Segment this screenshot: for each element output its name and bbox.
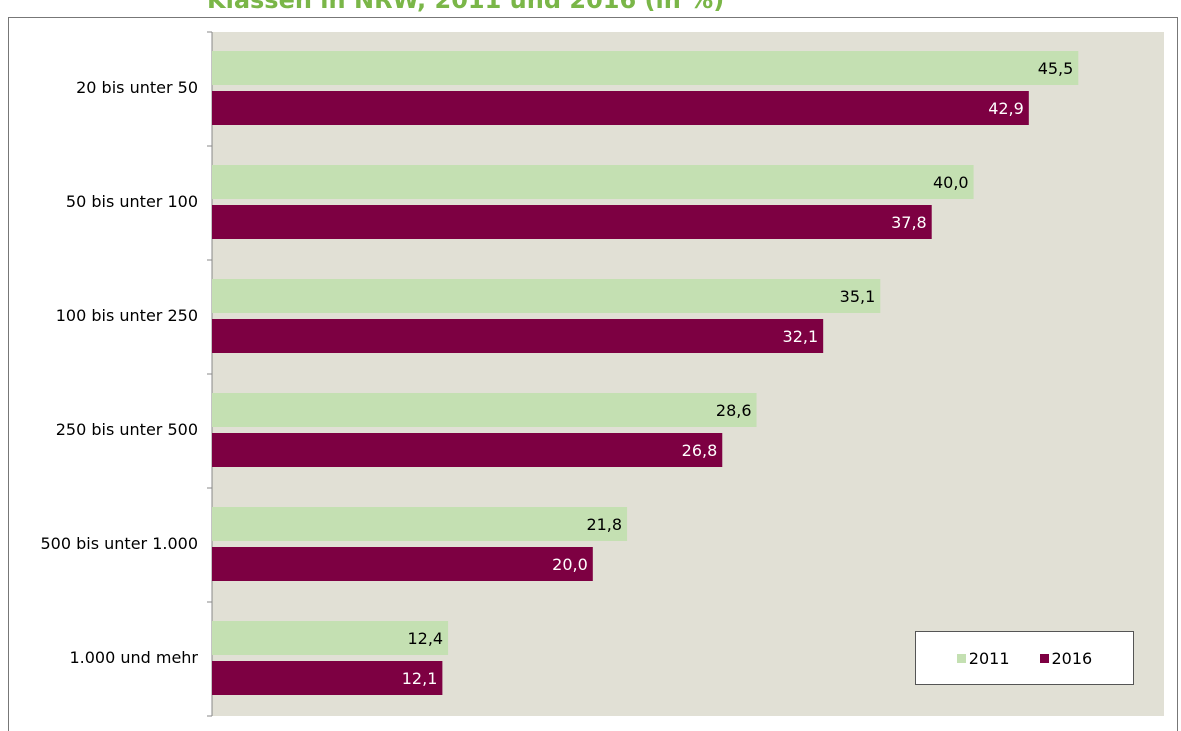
bar-2016 bbox=[212, 205, 932, 239]
category-label: 100 bis unter 250 bbox=[56, 306, 198, 325]
bar-2011 bbox=[212, 507, 628, 541]
data-label-2016: 37,8 bbox=[891, 213, 927, 232]
data-label-2011: 28,6 bbox=[716, 401, 752, 420]
bar-2016 bbox=[212, 91, 1029, 125]
data-label-2011: 40,0 bbox=[933, 173, 969, 192]
data-label-2011: 12,4 bbox=[407, 629, 443, 648]
data-label-2016: 32,1 bbox=[783, 327, 819, 346]
bar-2011 bbox=[212, 165, 974, 199]
data-label-2011: 45,5 bbox=[1038, 59, 1074, 78]
legend-label-2016: 2016 bbox=[1051, 648, 1093, 668]
category-label: 20 bis unter 50 bbox=[76, 78, 198, 97]
data-label-2011: 21,8 bbox=[586, 515, 622, 534]
data-label-2011: 35,1 bbox=[840, 287, 876, 306]
legend-swatch-2016 bbox=[1039, 653, 1049, 663]
bar-2011 bbox=[212, 279, 881, 313]
bar-2016 bbox=[212, 433, 723, 467]
legend-label-2011: 2011 bbox=[968, 648, 1010, 668]
legend-swatch-2011 bbox=[956, 653, 966, 663]
bar-2011 bbox=[212, 621, 449, 655]
chart-frame bbox=[8, 17, 1178, 731]
data-label-2016: 20,0 bbox=[552, 555, 588, 574]
legend-item-2011: 2011 bbox=[956, 648, 1010, 668]
category-label: 250 bis unter 500 bbox=[56, 420, 198, 439]
legend-item-2016: 2016 bbox=[1039, 648, 1093, 668]
data-label-2016: 12,1 bbox=[402, 669, 438, 688]
bar-2016 bbox=[212, 547, 593, 581]
bar-2016 bbox=[212, 661, 443, 695]
data-label-2016: 26,8 bbox=[682, 441, 718, 460]
bar-2011 bbox=[212, 51, 1079, 85]
data-label-2016: 42,9 bbox=[988, 99, 1024, 118]
category-label: 1.000 und mehr bbox=[69, 648, 198, 667]
bar-2011 bbox=[212, 393, 757, 427]
legend: 2011 2016 bbox=[915, 631, 1134, 685]
plot-area bbox=[212, 32, 1164, 716]
bar-2016 bbox=[212, 319, 824, 353]
category-label: 500 bis unter 1.000 bbox=[40, 534, 198, 553]
chart-title: Klassen in NRW, 2011 und 2016 (in %) bbox=[207, 0, 725, 14]
category-label: 50 bis unter 100 bbox=[66, 192, 198, 211]
